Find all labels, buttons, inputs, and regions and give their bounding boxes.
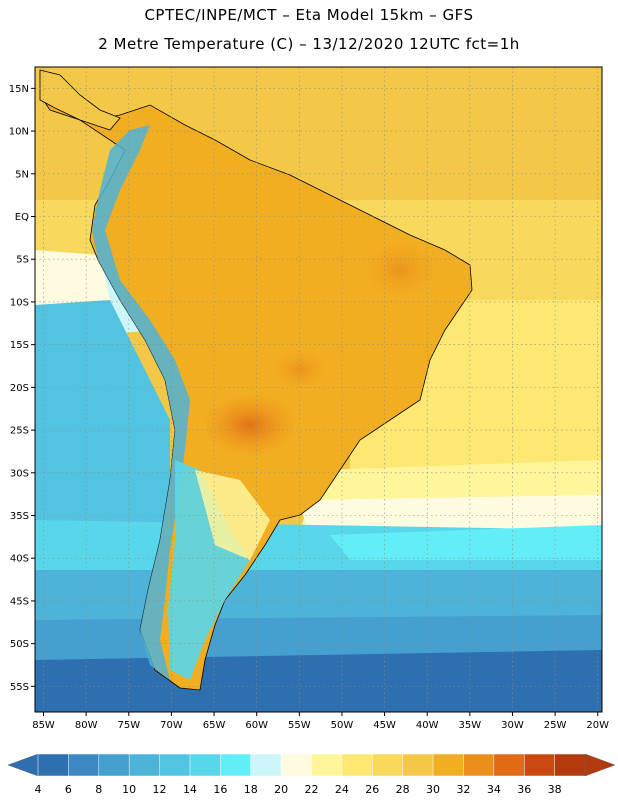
lon-label: 70W: [160, 720, 183, 731]
hotspot-northeast: [355, 235, 445, 305]
colorbar-under-arrow: [7, 753, 39, 777]
lat-label: 45S: [10, 596, 29, 607]
map-frame: [34, 66, 603, 713]
colorbar-label: 38: [548, 783, 562, 796]
colorbar-label: 34: [487, 783, 501, 796]
colorbar-label: 24: [335, 783, 349, 796]
colorbar-swatch: [128, 753, 161, 777]
lon-label: 75W: [117, 720, 140, 731]
colorbar-swatch: [68, 753, 100, 777]
colorbar-swatch: [220, 753, 252, 777]
lon-label: 40W: [416, 720, 439, 731]
colorbar-swatch: [554, 753, 586, 777]
colorbar-label: 30: [426, 783, 440, 796]
colorbar-label: 4: [35, 783, 42, 796]
colorbar-label: 36: [517, 783, 531, 796]
colorbar-swatch: [402, 753, 434, 777]
colorbar-swatch: [189, 753, 221, 777]
map-title-line1: CPTEC/INPE/MCT – Eta Model 15km – GFS: [144, 6, 474, 24]
colorbar-labels: 4 6 8 10 12 14 16 18 20 22 24 26 28 30 32 34 36 38: [35, 783, 562, 796]
colorbar-label: 22: [305, 783, 319, 796]
colorbar-swatch: [523, 753, 556, 777]
lon-label: 30W: [501, 720, 524, 731]
latitude-labels: 15N 10N 5N EQ 5S 10S 15S 20S 25S 30S 35S 40S 45S 50S 5…: [9, 84, 29, 693]
lon-label: 35W: [459, 720, 482, 731]
colorbar-label: 6: [65, 783, 72, 796]
lon-label: 50W: [331, 720, 354, 731]
colorbar-label: 10: [122, 783, 136, 796]
lon-label: 55W: [288, 720, 311, 731]
longitude-labels: 85W 80W 75W 70W 65W 60W 55W 50W 45W 40W 35W 30W 25W 2…: [32, 720, 609, 731]
lat-label: 10S: [10, 297, 29, 308]
lon-label: 25W: [544, 720, 567, 731]
colorbar-label: 18: [244, 783, 258, 796]
colorbar-swatch: [159, 753, 191, 777]
central-america-land: [39, 69, 121, 131]
colorbar-swatch: [463, 753, 495, 777]
lat-label: 40S: [10, 554, 29, 565]
colorbar-over-arrow: [584, 753, 616, 777]
colorbar-label: 16: [213, 783, 227, 796]
lon-label: 80W: [75, 720, 98, 731]
colorbar-label: 32: [456, 783, 470, 796]
lat-label: 15N: [9, 84, 29, 95]
lat-label: 15S: [10, 340, 29, 351]
colorbar-label: 20: [274, 783, 288, 796]
graticule: [35, 67, 602, 712]
colorbar-swatch: [341, 753, 373, 777]
lat-label: 30S: [10, 468, 29, 479]
colorbar-swatch: [250, 753, 282, 777]
pampas-mild: [195, 470, 270, 560]
hotspot-chaco: [202, 393, 298, 457]
lon-label: 45W: [373, 720, 396, 731]
lat-label: 20S: [10, 383, 29, 394]
colorbar-swatch: [311, 753, 343, 777]
colorbar-label: 14: [183, 783, 197, 796]
lon-label: 60W: [245, 720, 268, 731]
lat-label: 5N: [15, 169, 29, 180]
lon-label: 20W: [586, 720, 609, 731]
lat-label: 10N: [9, 127, 29, 138]
hotspot-center: [265, 345, 335, 395]
colorbar-swatch: [37, 753, 70, 777]
lon-label: 85W: [32, 720, 55, 731]
andes-cold-strip: [92, 125, 190, 680]
colorbar-swatch: [372, 753, 404, 777]
patagonia-cool: [168, 460, 250, 680]
colorbar-swatch: [98, 753, 130, 777]
temperature-field: [35, 67, 602, 712]
field-south-band4: [35, 650, 602, 712]
colorbar-label: 28: [396, 783, 410, 796]
lat-label: 5S: [16, 255, 29, 266]
lat-label: EQ: [15, 212, 29, 223]
colorbar: [7, 753, 616, 777]
lat-label: 50S: [10, 639, 29, 650]
colorbar-label: 26: [365, 783, 379, 796]
lon-label: 65W: [203, 720, 226, 731]
map-title-line2: 2 Metre Temperature (C) – 13/12/2020 12U…: [98, 35, 520, 53]
colorbar-label: 8: [95, 783, 102, 796]
lat-label: 35S: [10, 511, 29, 522]
colorbar-swatch: [280, 753, 313, 777]
colorbar-swatch: [432, 753, 465, 777]
colorbar-label: 12: [153, 783, 167, 796]
lat-label: 25S: [10, 426, 29, 437]
colorbar-swatch: [493, 753, 525, 777]
field-south-band1b: [330, 525, 602, 560]
field-pacific-transition: [35, 250, 110, 305]
lat-label: 55S: [10, 682, 29, 693]
